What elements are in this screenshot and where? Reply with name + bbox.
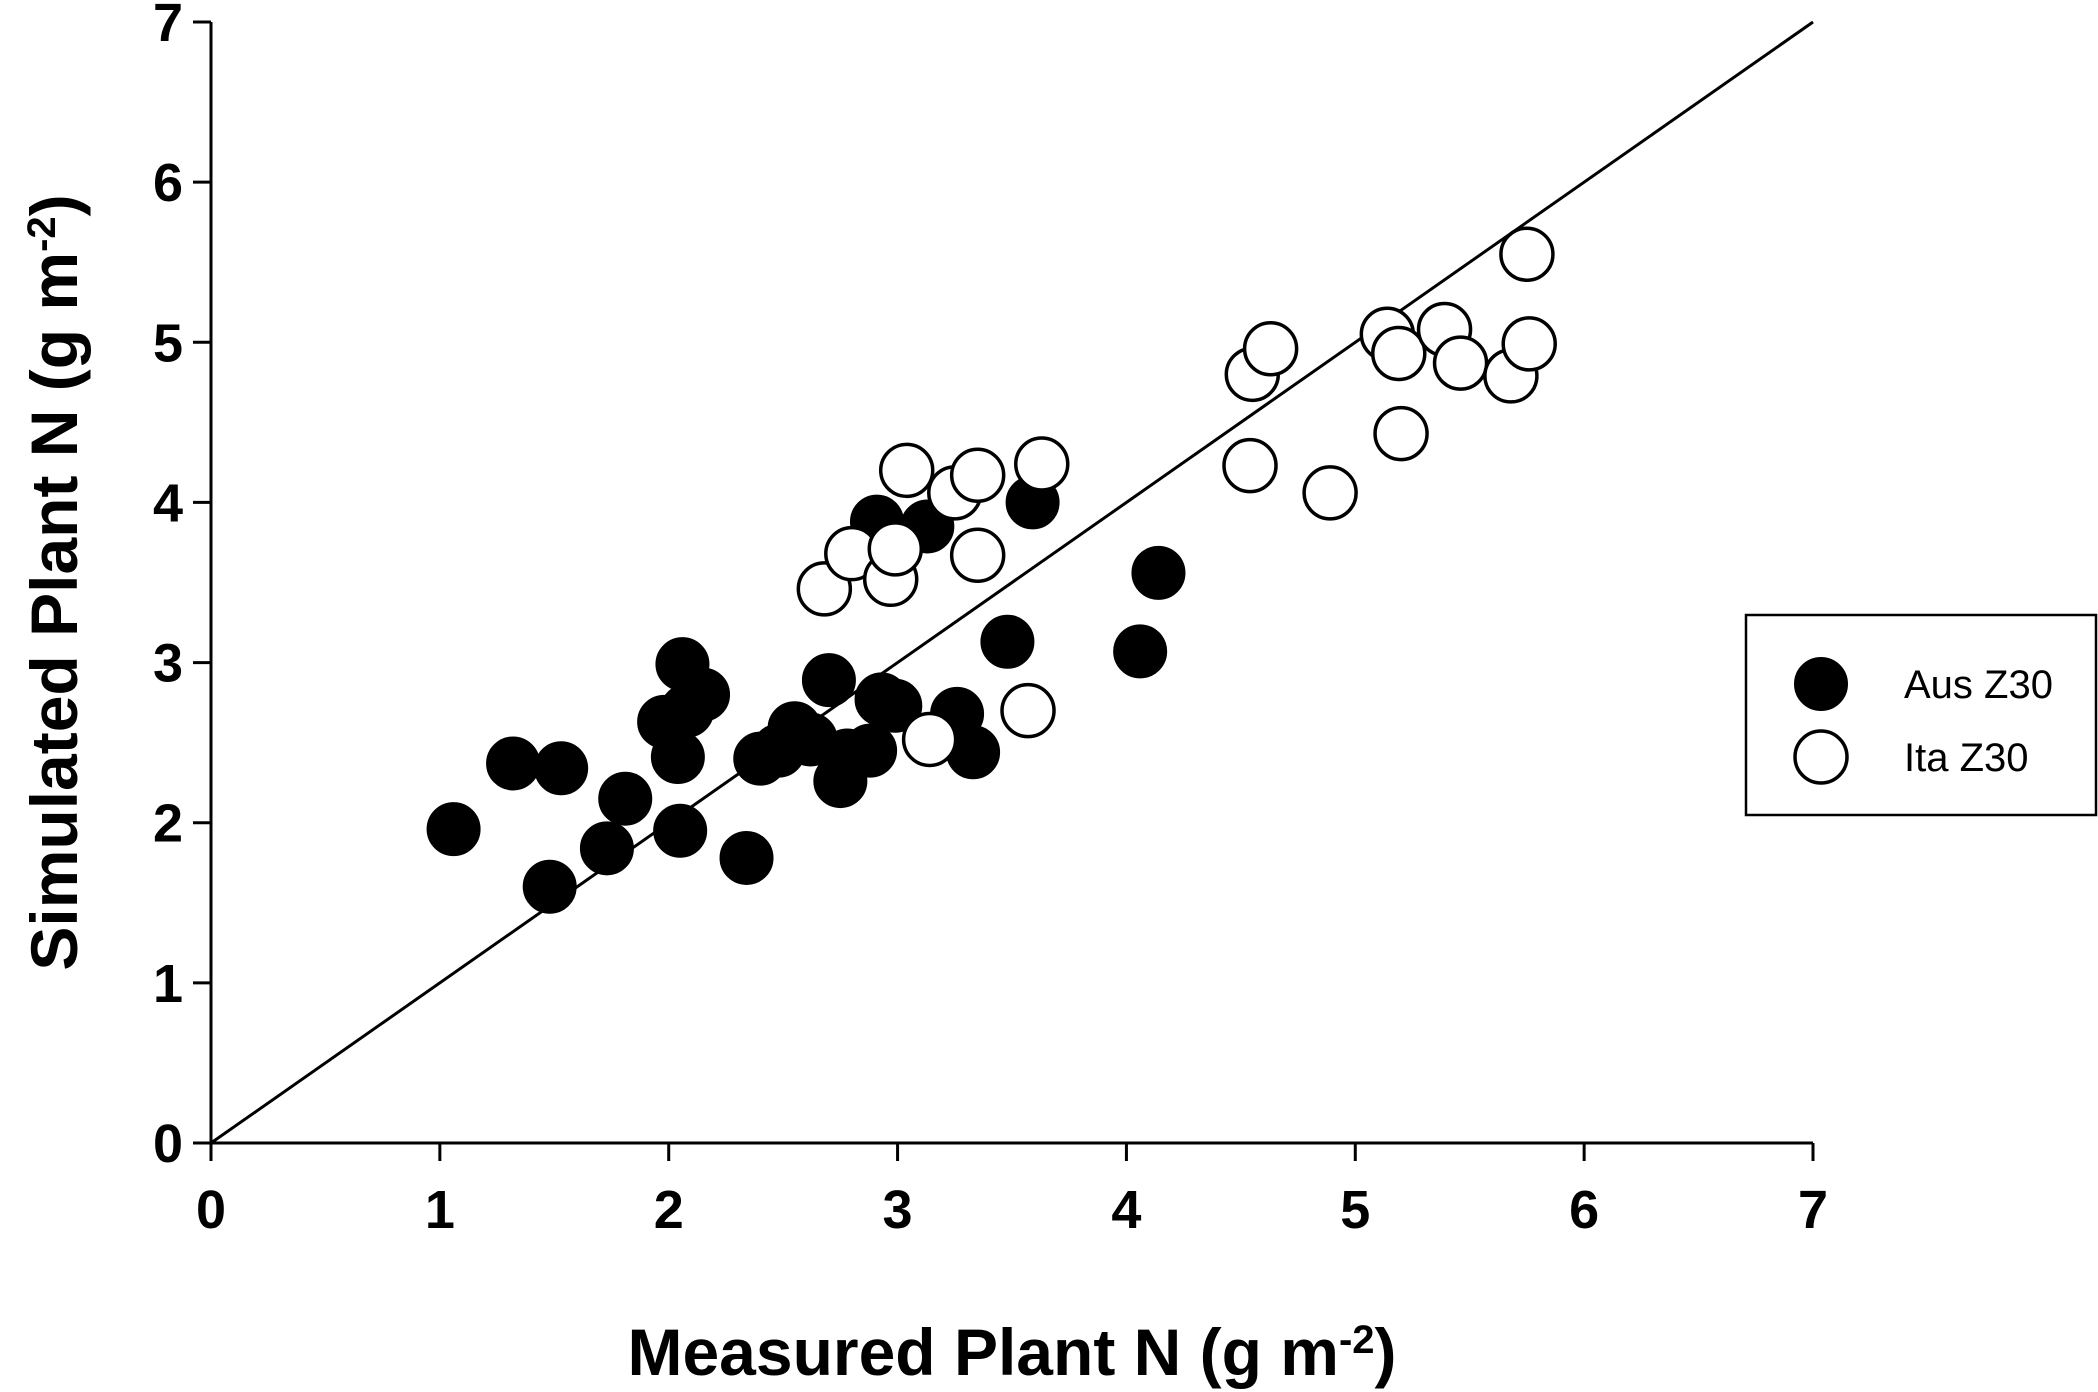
data-point (1432, 335, 1489, 391)
x-axis-title-main: Measured Plant N (g m (627, 1315, 1338, 1389)
x-tick-label-6: 6 (1569, 1180, 1599, 1240)
reference-line (210, 20, 1814, 1145)
y-tick-label-2: 2 (153, 794, 183, 854)
data-points (426, 226, 1557, 914)
reference-line-group (210, 20, 1814, 1145)
y-tick-label-7: 7 (153, 0, 183, 53)
data-point (1242, 320, 1299, 377)
data-point (1371, 325, 1427, 382)
data-point (1222, 437, 1278, 494)
x-tick-label-7: 7 (1798, 1180, 1828, 1240)
data-point (522, 859, 577, 914)
y-tick-label-5: 5 (153, 313, 183, 373)
y-tick-label-4: 4 (153, 473, 183, 533)
y-axis-title-sup: -2 (20, 216, 64, 252)
x-axis-title: Measured Plant N (g m-2) (627, 1315, 1396, 1389)
series-ita-z30 (796, 226, 1557, 768)
data-point (1302, 465, 1358, 521)
data-point (1373, 405, 1429, 462)
x-tick-label-0: 0 (196, 1180, 226, 1240)
data-point (426, 802, 481, 857)
ticks: 0 1 2 3 4 5 6 7 0 1 2 3 4 5 6 7 (153, 0, 1828, 1240)
x-tick-label-3: 3 (883, 1180, 913, 1240)
data-point (1499, 226, 1555, 282)
y-axis-title-close: ) (17, 194, 91, 216)
data-point (653, 803, 708, 858)
data-point (878, 442, 935, 499)
y-tick-label-6: 6 (153, 153, 183, 213)
data-point (1000, 682, 1056, 739)
data-point (719, 830, 774, 885)
x-tick-label-2: 2 (654, 1180, 684, 1240)
data-point (676, 667, 731, 722)
axes (209, 22, 1813, 1145)
x-tick-label-5: 5 (1340, 1180, 1370, 1240)
legend-marker-ita-z30 (1793, 729, 1849, 785)
legend-label-ita-z30: Ita Z30 (1904, 736, 2029, 780)
data-point (534, 741, 589, 796)
data-point (579, 821, 634, 876)
data-point (843, 723, 898, 778)
data-point (1131, 545, 1186, 600)
legend-marker-aus-z30 (1794, 657, 1848, 711)
y-tick-label-3: 3 (153, 634, 183, 694)
x-axis-title-sup: -2 (1339, 1318, 1375, 1362)
data-point (486, 736, 541, 791)
x-tick-label-4: 4 (1111, 1180, 1141, 1240)
y-tick-label-0: 0 (153, 1114, 183, 1174)
data-point (949, 447, 1006, 503)
y-axis-title: Simulated Plant N (g m-2) (17, 194, 91, 970)
data-point (1501, 316, 1557, 372)
x-tick-label-1: 1 (425, 1180, 455, 1240)
data-point (801, 653, 856, 708)
x-axis-title-close: ) (1375, 1315, 1397, 1389)
legend-label-aus-z30: Aus Z30 (1904, 663, 2053, 707)
data-point (901, 711, 958, 768)
legend: Aus Z30 Ita Z30 (1744, 613, 2098, 817)
y-tick-label-1: 1 (153, 954, 183, 1014)
data-point (980, 614, 1035, 669)
data-point (650, 730, 705, 785)
data-point (868, 678, 923, 733)
data-point (1113, 624, 1168, 679)
y-axis-title-main: Simulated Plant N (g m (17, 252, 91, 971)
data-point (598, 771, 653, 826)
legend-box (1744, 613, 2098, 817)
data-point (867, 521, 924, 577)
data-point (1014, 436, 1070, 492)
data-point (949, 527, 1006, 584)
